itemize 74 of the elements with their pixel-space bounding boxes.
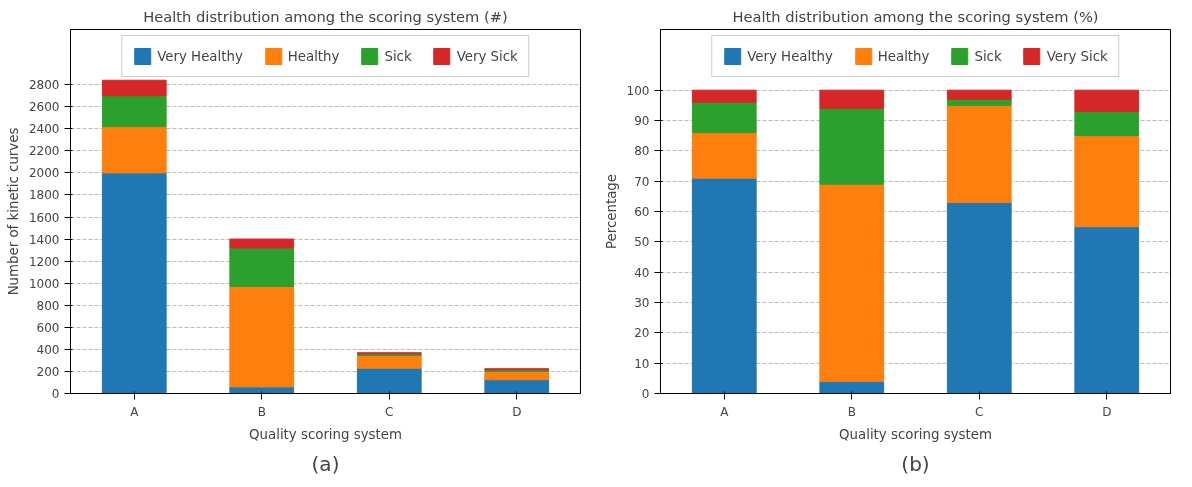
bar: [101, 79, 167, 97]
y-tick-label: 90: [634, 114, 650, 128]
legend-label: Healthy: [877, 48, 930, 64]
y-tick-label: 0: [641, 387, 650, 401]
bar: [356, 354, 422, 369]
y-tick-label: 1200: [28, 254, 60, 269]
bar: [1074, 89, 1140, 112]
y-tick-label: 60: [634, 205, 650, 219]
x-tick-label: B: [847, 404, 856, 419]
y-tick-label: 100: [626, 83, 650, 98]
bar: [819, 89, 885, 109]
legend-label: Very Sick: [456, 48, 518, 64]
x-tick-label: C: [385, 404, 394, 419]
bar: [484, 379, 550, 394]
y-tick-label: 600: [36, 320, 60, 335]
y-tick-label: 2400: [28, 122, 60, 137]
y-tick-label: 400: [36, 342, 60, 357]
bar: [691, 132, 757, 179]
y-tick-label: 1000: [28, 276, 60, 291]
bar: [1074, 135, 1140, 228]
x-axis-title: Quality scoring system: [839, 426, 992, 442]
y-tick-label: 1400: [28, 232, 60, 247]
bar: [101, 126, 167, 174]
y-tick-label: 10: [634, 356, 650, 371]
y-tick-label: 1800: [28, 188, 60, 203]
legend-label: Healthy: [287, 48, 340, 64]
y-tick-label: 2600: [28, 100, 60, 115]
y-tick-label: 800: [36, 298, 60, 313]
bar: [356, 367, 422, 394]
y-tick-label: 2800: [28, 78, 60, 93]
y-axis-title: Number of kinetic curves: [5, 127, 21, 296]
bar: [229, 238, 295, 249]
x-tick-label: A: [130, 404, 140, 419]
legend-label: Sick: [974, 48, 1002, 64]
y-tick-label: 40: [634, 265, 650, 280]
bar: [946, 89, 1012, 100]
bar: [101, 172, 167, 394]
x-tick-label: C: [975, 404, 984, 419]
y-axis-title: Percentage: [603, 174, 619, 249]
legend-label: Very Healthy: [157, 48, 243, 64]
legend-label: Very Sick: [1046, 48, 1108, 64]
bar: [946, 201, 1012, 394]
bar: [691, 101, 757, 134]
bar: [101, 95, 167, 128]
legend-label: Sick: [384, 48, 412, 64]
x-tick-label: A: [720, 404, 730, 419]
y-tick-label: 20: [634, 326, 650, 341]
bar: [1074, 226, 1140, 394]
y-tick-label: 1600: [28, 210, 60, 225]
chart-title: Health distribution among the scoring system (%): [732, 7, 1099, 25]
bar: [229, 247, 295, 288]
bar: [819, 107, 885, 185]
bar: [691, 89, 757, 103]
y-tick-label: 2200: [28, 144, 60, 159]
chart-title: Health distribution among the scoring system (#): [143, 7, 508, 25]
y-tick-label: 80: [634, 144, 650, 159]
bar: [229, 286, 295, 388]
y-tick-label: 200: [36, 364, 60, 379]
x-axis-title: Quality scoring system: [249, 426, 402, 442]
y-tick-label: 2000: [28, 166, 60, 181]
y-tick-label: 0: [51, 387, 60, 401]
bar: [819, 183, 885, 382]
y-tick-label: 50: [634, 235, 650, 250]
x-tick-label: B: [257, 404, 266, 419]
legend-label: Very Healthy: [747, 48, 833, 64]
x-tick-label: D: [1102, 404, 1112, 419]
bar: [946, 104, 1012, 203]
text: (a): [311, 451, 340, 476]
bar: [691, 177, 757, 394]
y-tick-label: 30: [634, 296, 650, 310]
x-tick-label: D: [512, 404, 522, 419]
bar: [1074, 110, 1140, 137]
text: (b): [901, 451, 930, 476]
y-tick-label: 70: [634, 174, 650, 189]
